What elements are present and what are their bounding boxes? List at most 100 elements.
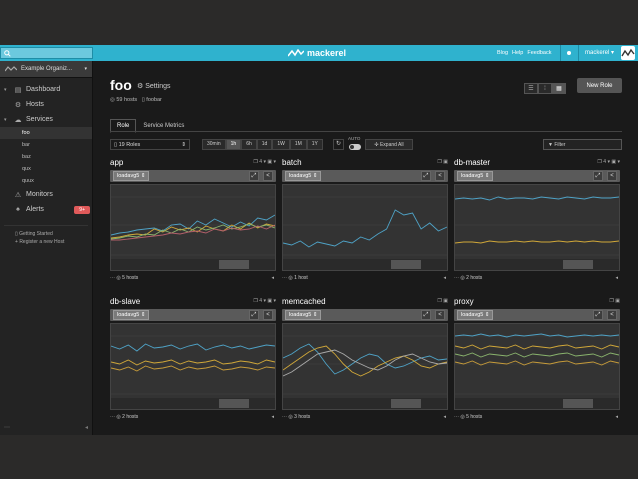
feedback-link[interactable]: Feedback [527, 50, 552, 56]
timeline-selection[interactable] [219, 260, 249, 269]
fullscreen-icon[interactable]: ⤢ [421, 310, 431, 320]
more-icon[interactable]: ⋯ [110, 414, 115, 420]
metric-select[interactable]: loadavg5 ⇕ [285, 171, 322, 181]
list-view-icon[interactable]: ☰ [524, 83, 538, 94]
timeline-strip[interactable] [111, 259, 275, 270]
timeline-selection[interactable] [391, 399, 421, 408]
collapse-icon[interactable]: ◂ [271, 275, 274, 281]
fullscreen-icon[interactable]: ⤢ [593, 310, 603, 320]
auto-refresh-toggle[interactable] [349, 144, 361, 150]
settings-link[interactable]: ⚙ Settings [137, 83, 171, 90]
role-title[interactable]: batch [282, 158, 302, 167]
role-count-select[interactable]: ▯ 19 Roles ⇕ [110, 139, 190, 150]
metric-graph[interactable] [110, 184, 276, 271]
role-card-icons[interactable]: ❒ 4 ▾ ▣ ▾ [597, 159, 620, 165]
fullscreen-icon[interactable]: ⤢ [249, 171, 259, 181]
notification-dot-icon[interactable] [567, 51, 571, 55]
reload-icon[interactable]: ↻ [333, 139, 344, 150]
more-icon[interactable]: ⋯ [282, 414, 287, 420]
tab-service-metrics[interactable]: Service Metrics [143, 123, 185, 129]
hosts-count[interactable]: 1 host [294, 275, 308, 281]
collapse-icon[interactable]: ◂ [443, 275, 446, 281]
collapse-icon[interactable]: ◂ [615, 275, 618, 281]
tab-role[interactable]: Role [110, 119, 137, 133]
user-menu[interactable]: mackerel ▾ [585, 50, 615, 56]
share-icon[interactable]: < [263, 171, 273, 181]
metric-graph[interactable] [282, 323, 448, 410]
metric-graph[interactable] [282, 184, 448, 271]
role-card-icons[interactable]: ❒ ▣ [609, 298, 620, 304]
service-item-quux[interactable]: quux [22, 178, 34, 184]
role-title[interactable]: db-slave [110, 297, 141, 306]
hosts-count[interactable]: 3 hosts [294, 414, 311, 420]
timeline-selection[interactable] [391, 260, 421, 269]
fullscreen-icon[interactable]: ⤢ [421, 171, 431, 181]
hosts-count[interactable]: 2 hosts [122, 414, 139, 420]
hosts-count[interactable]: 59 hosts [116, 97, 138, 103]
new-role-button[interactable]: New Role [577, 78, 622, 93]
timeline-selection[interactable] [219, 399, 249, 408]
hosts-count[interactable]: 5 hosts [466, 414, 483, 420]
share-icon[interactable]: < [263, 310, 273, 320]
grid-view-icon[interactable]: ▦ [552, 83, 566, 94]
more-icon[interactable]: ⋯ [282, 275, 287, 281]
service-item-foo[interactable]: foo [0, 127, 92, 139]
metric-select[interactable]: loadavg5 ⇕ [113, 310, 150, 320]
fullscreen-icon[interactable]: ⤢ [593, 171, 603, 181]
help-link[interactable]: Help [512, 50, 524, 56]
collapse-icon[interactable]: ◂ [615, 414, 618, 420]
range-6h[interactable]: 6h [241, 139, 257, 150]
metric-graph[interactable] [110, 323, 276, 410]
metric-select[interactable]: loadavg5 ⇕ [457, 171, 494, 181]
timeline-strip[interactable] [455, 398, 619, 409]
sidebar-item-hosts[interactable]: ⚙ Hosts [0, 97, 92, 112]
role-title[interactable]: app [110, 158, 124, 167]
role-card-icons[interactable]: ❒ ▣ [437, 298, 448, 304]
metric-select[interactable]: loadavg5 ⇕ [285, 310, 322, 320]
hosts-count[interactable]: 2 hosts [466, 275, 483, 281]
share-icon[interactable]: < [607, 310, 617, 320]
range-1h[interactable]: 1h [225, 139, 242, 150]
range-30min[interactable]: 30min [202, 139, 226, 150]
service-item-bar[interactable]: bar [22, 142, 30, 148]
more-icon[interactable]: ⋯ [454, 414, 459, 420]
role-title[interactable]: proxy [454, 297, 474, 306]
filter-input[interactable]: ▼ Filter [543, 139, 622, 150]
metric-graph[interactable] [454, 184, 620, 271]
role-title[interactable]: memcached [282, 297, 326, 306]
collapse-icon[interactable]: ◂ [84, 425, 88, 431]
share-icon[interactable]: < [435, 310, 445, 320]
org-selector[interactable]: Example Organiz... ▾ [0, 61, 92, 78]
avatar[interactable] [621, 46, 635, 60]
collapse-icon[interactable]: ◂ [443, 414, 446, 420]
metric-graph[interactable] [454, 323, 620, 410]
expand-all-button[interactable]: ✣ Expand All [365, 139, 413, 150]
role-link[interactable]: foobar [146, 97, 162, 103]
timeline-strip[interactable] [455, 259, 619, 270]
brand-logo[interactable]: mackerel [288, 47, 346, 59]
more-icon[interactable]: ⋯ [4, 425, 10, 431]
more-icon[interactable]: ⋯ [454, 275, 459, 281]
share-icon[interactable]: < [435, 171, 445, 181]
blog-link[interactable]: Blog [497, 50, 509, 56]
service-item-baz[interactable]: baz [22, 154, 31, 160]
sidebar-item-services[interactable]: ▾ ☁ Services [0, 112, 92, 127]
role-title[interactable]: db-master [454, 158, 491, 167]
timeline-strip[interactable] [283, 259, 447, 270]
role-card-icons[interactable]: ❒ ▣ [437, 159, 448, 165]
medium-view-icon[interactable]: ⁞ [538, 83, 552, 94]
getting-started-link[interactable]: ▯ Getting Started [15, 231, 53, 237]
sidebar-item-dashboard[interactable]: ▾ ▤ Dashboard [0, 82, 92, 97]
register-host-link[interactable]: + Register a new Host [15, 239, 65, 245]
range-1d[interactable]: 1d [256, 139, 273, 150]
hosts-count[interactable]: 5 hosts [122, 275, 139, 281]
range-1m[interactable]: 1M [289, 139, 307, 150]
sidebar-item-alerts[interactable]: ♠ Alerts 9+ [0, 202, 92, 217]
range-1w[interactable]: 1W [272, 139, 290, 150]
sidebar-item-monitors[interactable]: ⚠ Monitors [0, 187, 92, 202]
service-item-qux[interactable]: qux [22, 166, 31, 172]
timeline-strip[interactable] [111, 398, 275, 409]
fullscreen-icon[interactable]: ⤢ [249, 310, 259, 320]
more-icon[interactable]: ⋯ [110, 275, 115, 281]
timeline-selection[interactable] [563, 260, 593, 269]
